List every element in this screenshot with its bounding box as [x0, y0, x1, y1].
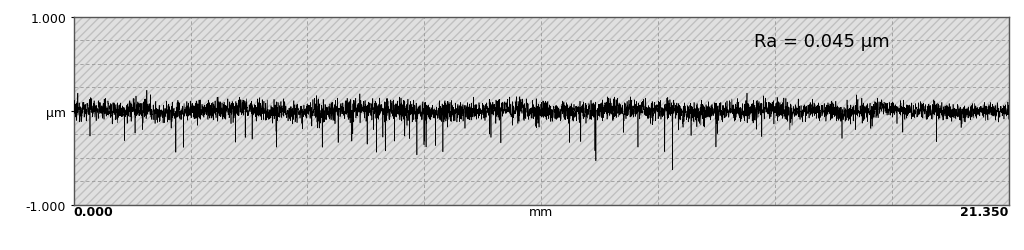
Text: 21.350: 21.350 — [961, 205, 1009, 218]
Text: 0.000: 0.000 — [74, 205, 114, 218]
Text: mm: mm — [529, 205, 553, 218]
Bar — [74, 18, 1009, 205]
Text: Ra = 0.045 μm: Ra = 0.045 μm — [754, 32, 890, 50]
